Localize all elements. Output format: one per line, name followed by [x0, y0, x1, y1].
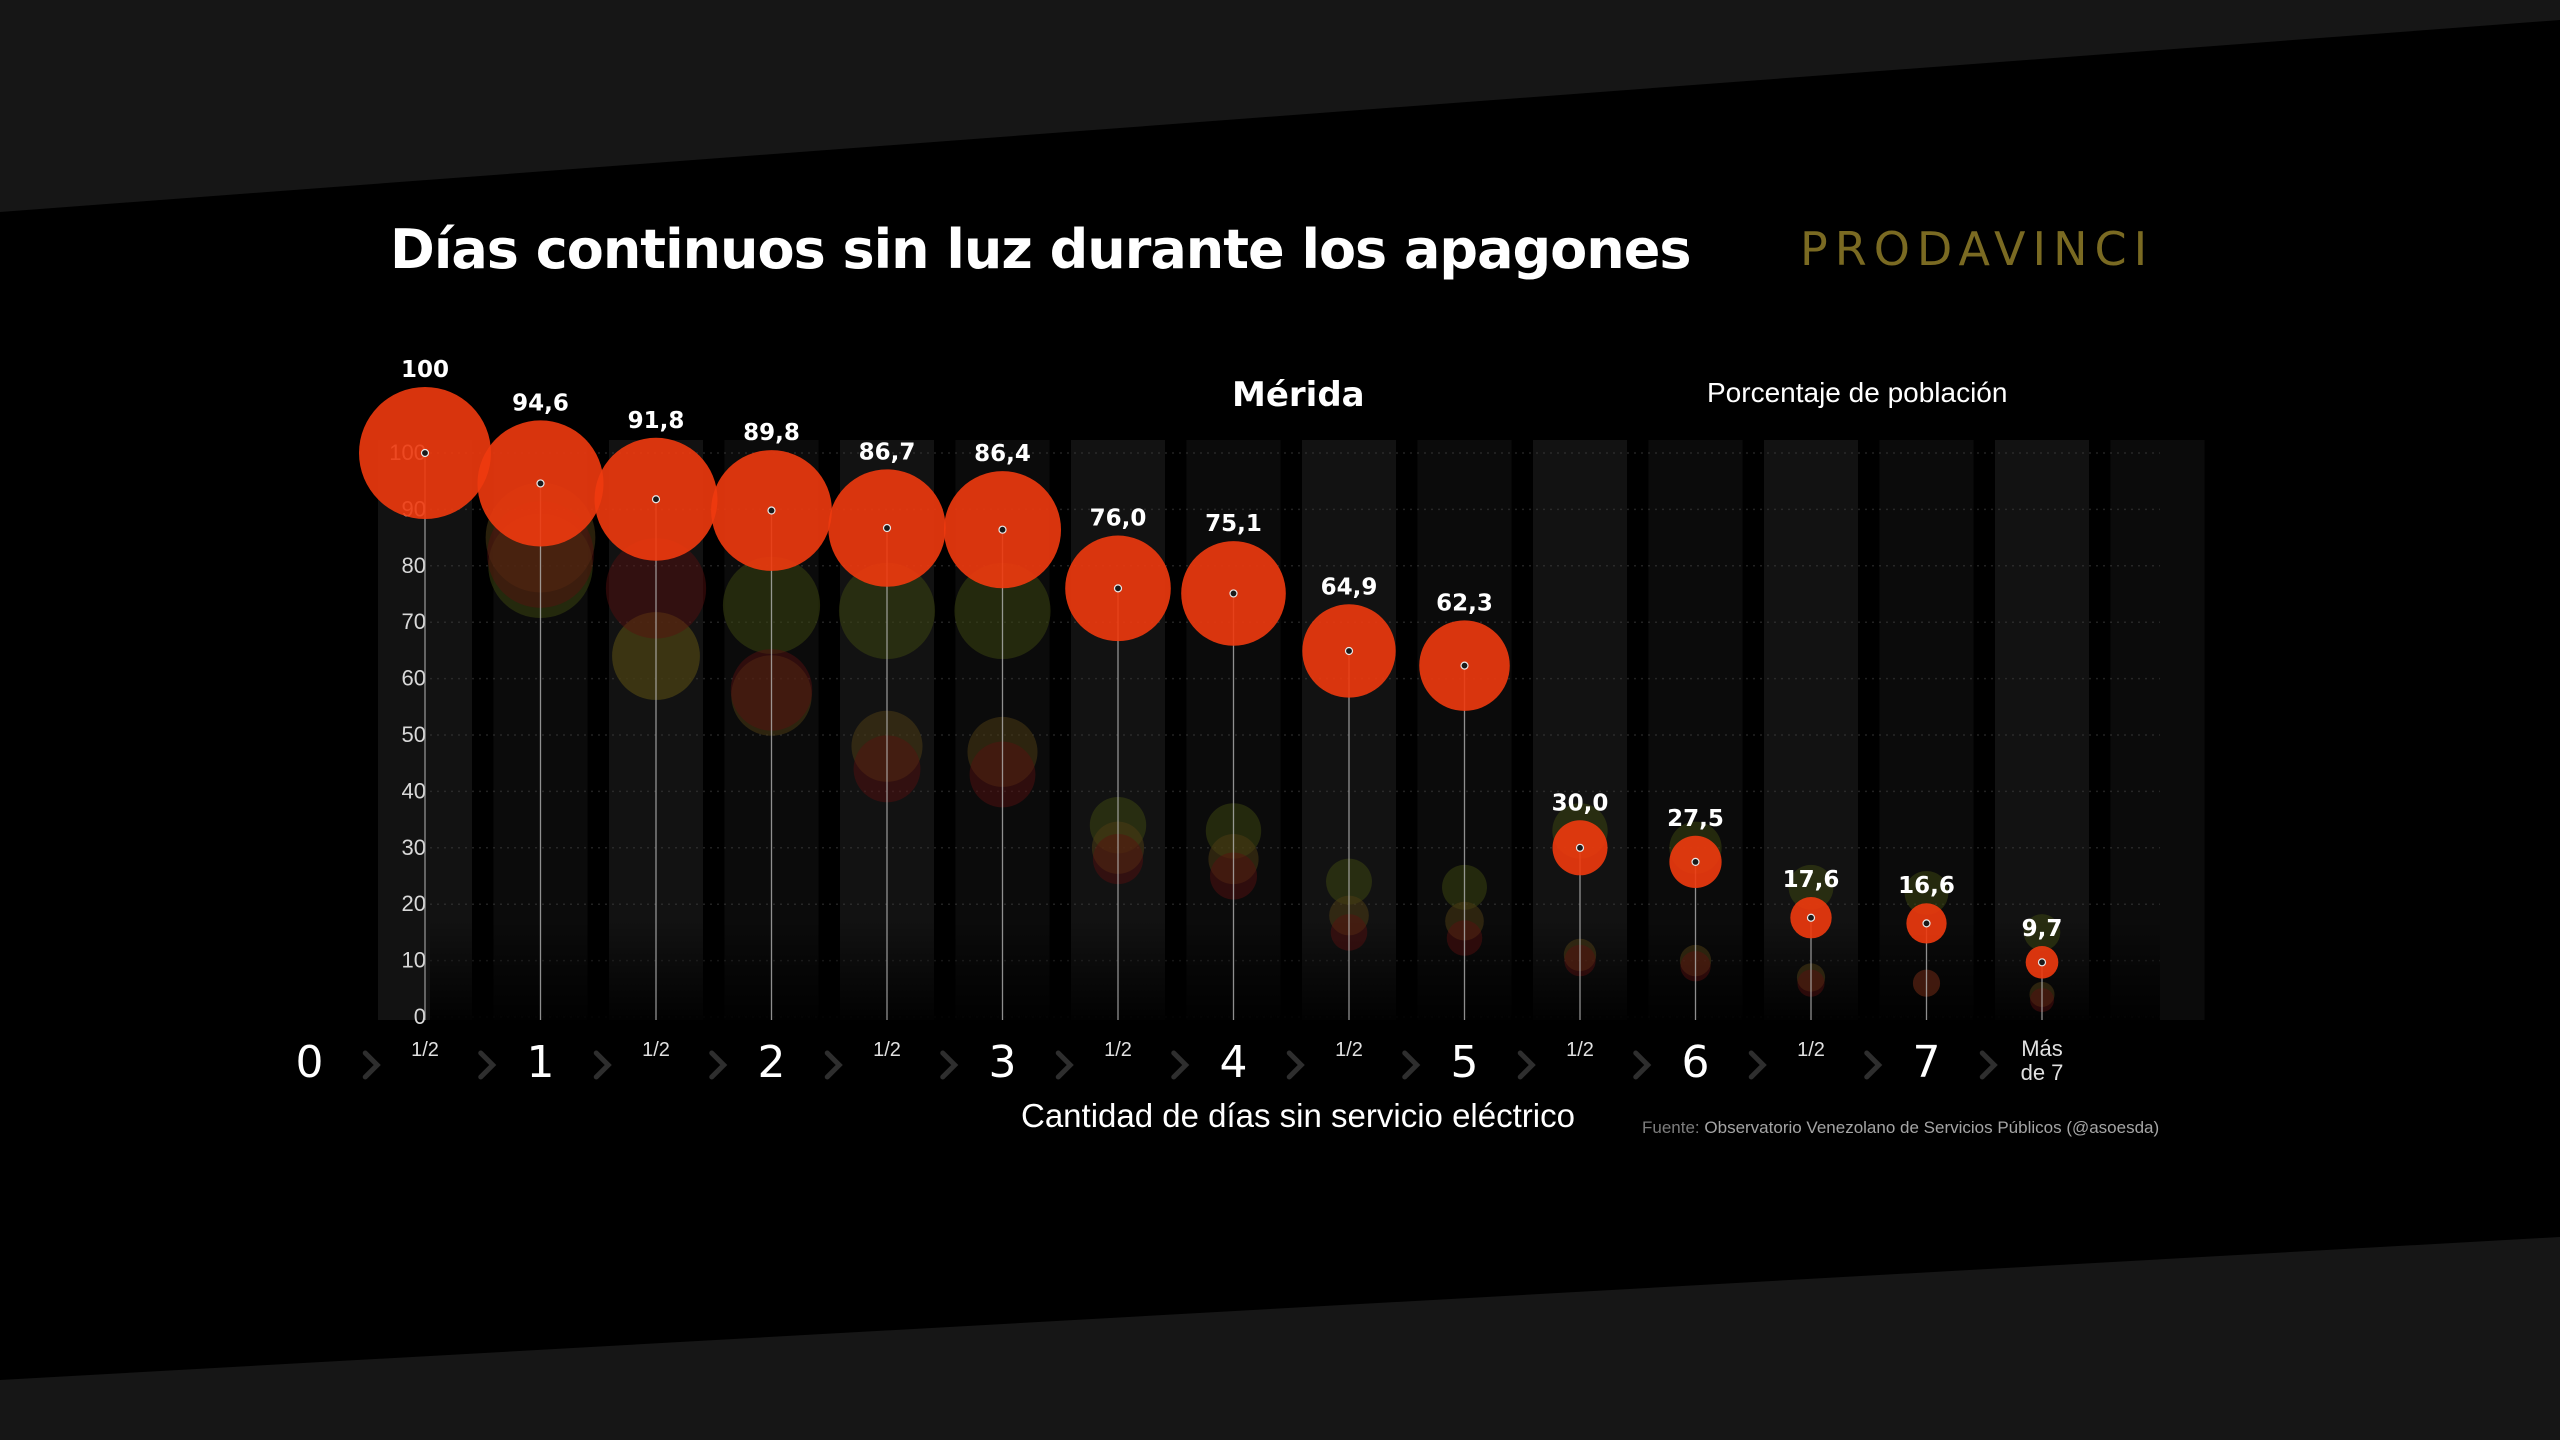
value-label: 64,9 — [1321, 574, 1378, 600]
value-label: 30,0 — [1552, 790, 1609, 816]
chevron-icon — [1633, 1050, 1652, 1080]
bottom-fade — [430, 920, 2160, 1030]
region-label: Mérida — [1232, 375, 1365, 415]
data-point — [998, 525, 1007, 534]
data-point — [536, 479, 545, 488]
page-title: Días continuos sin luz durante los apago… — [390, 218, 1691, 281]
value-labels: 100 94,6 91,8 89,8 86,7 86,4 76,0 75,1 64,9 62,3 3… — [401, 357, 2062, 942]
x-minor-tick-label: 1/2 — [1797, 1039, 1825, 1061]
main-bubbles — [359, 387, 2059, 979]
y-tick-label: 70 — [402, 609, 426, 634]
y-tick-label: 80 — [402, 553, 426, 578]
data-point — [420, 448, 430, 458]
data-point — [1229, 589, 1238, 598]
x-minor-tick-label: 1/2 — [873, 1039, 901, 1061]
data-point — [882, 523, 892, 533]
chevron-icon — [940, 1050, 959, 1080]
value-label: 16,6 — [1898, 873, 1955, 899]
chevron-icon — [1517, 1050, 1536, 1080]
source-prefix: Fuente: — [1642, 1118, 1700, 1137]
x-tick-label: 5 — [1451, 1037, 1479, 1088]
y-tick-label: 10 — [402, 948, 426, 973]
value-label: 9,7 — [2022, 916, 2063, 942]
value-label: 94,6 — [512, 390, 569, 416]
chevron-icon — [824, 1050, 843, 1080]
source-note: Fuente: Observatorio Venezolano de Servi… — [1642, 1118, 2159, 1138]
y-tick-label: 60 — [402, 666, 426, 691]
chevron-icon — [1286, 1050, 1305, 1080]
value-label: 100 — [401, 357, 449, 383]
data-point — [1922, 919, 1931, 928]
chevron-icon — [593, 1050, 612, 1080]
x-minor-tick-label: 1/2 — [642, 1039, 670, 1061]
y-tick-label: 20 — [402, 891, 426, 916]
x-tick-label: 6 — [1682, 1037, 1710, 1088]
data-point — [651, 495, 661, 504]
x-minor-tick-label: 1/2 — [1335, 1039, 1363, 1061]
x-axis-label: Cantidad de días sin servicio eléctrico — [1021, 1097, 1575, 1134]
chevron-icon — [478, 1050, 497, 1080]
chevron-icon — [709, 1050, 728, 1080]
x-minor-tick-label: 1/2 — [411, 1039, 439, 1061]
value-label: 27,5 — [1667, 806, 1724, 832]
value-label: 62,3 — [1436, 590, 1493, 616]
units-label: Porcentaje de población — [1707, 377, 2008, 408]
data-point — [1344, 646, 1354, 656]
x-tick-label: 3 — [989, 1037, 1017, 1088]
y-tick-label: 30 — [402, 835, 426, 860]
data-point — [1575, 843, 1585, 852]
chevron-icon — [1055, 1050, 1074, 1080]
x-tick-label: 2 — [758, 1037, 786, 1088]
x-tick-label: 4 — [1220, 1037, 1248, 1088]
data-point — [767, 506, 776, 515]
x-tick-label: 7 — [1913, 1037, 1941, 1088]
x-minor-tick-label: 1/2 — [1104, 1039, 1132, 1061]
x-tick-label: 1 — [527, 1037, 555, 1088]
y-tick-label: 50 — [402, 722, 426, 747]
brand-logo: PRODAVINCI — [1800, 222, 2155, 276]
comparison-bubble — [2023, 914, 2061, 951]
value-label: 89,8 — [743, 420, 800, 446]
data-point — [2037, 958, 2047, 967]
chevron-icon — [1748, 1050, 1767, 1080]
source-text: Observatorio Venezolano de Servicios Púb… — [1704, 1118, 2160, 1137]
value-label: 91,8 — [628, 408, 685, 434]
top-dark-band — [0, 0, 2560, 212]
value-label: 76,0 — [1090, 506, 1147, 532]
chevron-icon — [1171, 1050, 1190, 1080]
data-point — [1460, 661, 1469, 670]
x-minor-tick-label: 1/2 — [1566, 1039, 1594, 1061]
value-label: 75,1 — [1205, 511, 1262, 537]
y-tick-label: 0 — [414, 1004, 426, 1029]
chevron-icon — [1402, 1050, 1421, 1080]
value-label: 86,7 — [859, 439, 916, 465]
value-label: 86,4 — [974, 441, 1031, 467]
data-point — [1113, 584, 1123, 593]
y-tick-label: 40 — [402, 778, 426, 803]
chevron-icon — [1864, 1050, 1883, 1080]
data-point — [1806, 913, 1816, 922]
x-tick-label: 0 — [296, 1037, 324, 1088]
value-label: 17,6 — [1783, 867, 1840, 893]
data-point — [1691, 857, 1700, 867]
comparison-bubble — [1788, 864, 1834, 910]
bottom-dark-band — [0, 1237, 2560, 1440]
x-last-tick-label: de 7 — [2021, 1060, 2064, 1085]
chevron-icon — [362, 1050, 381, 1080]
stems — [424, 453, 2043, 1020]
comparison-bubble — [1904, 870, 1949, 915]
chevron-icon — [1979, 1050, 1998, 1080]
x-last-tick-label: Más — [2021, 1036, 2063, 1061]
